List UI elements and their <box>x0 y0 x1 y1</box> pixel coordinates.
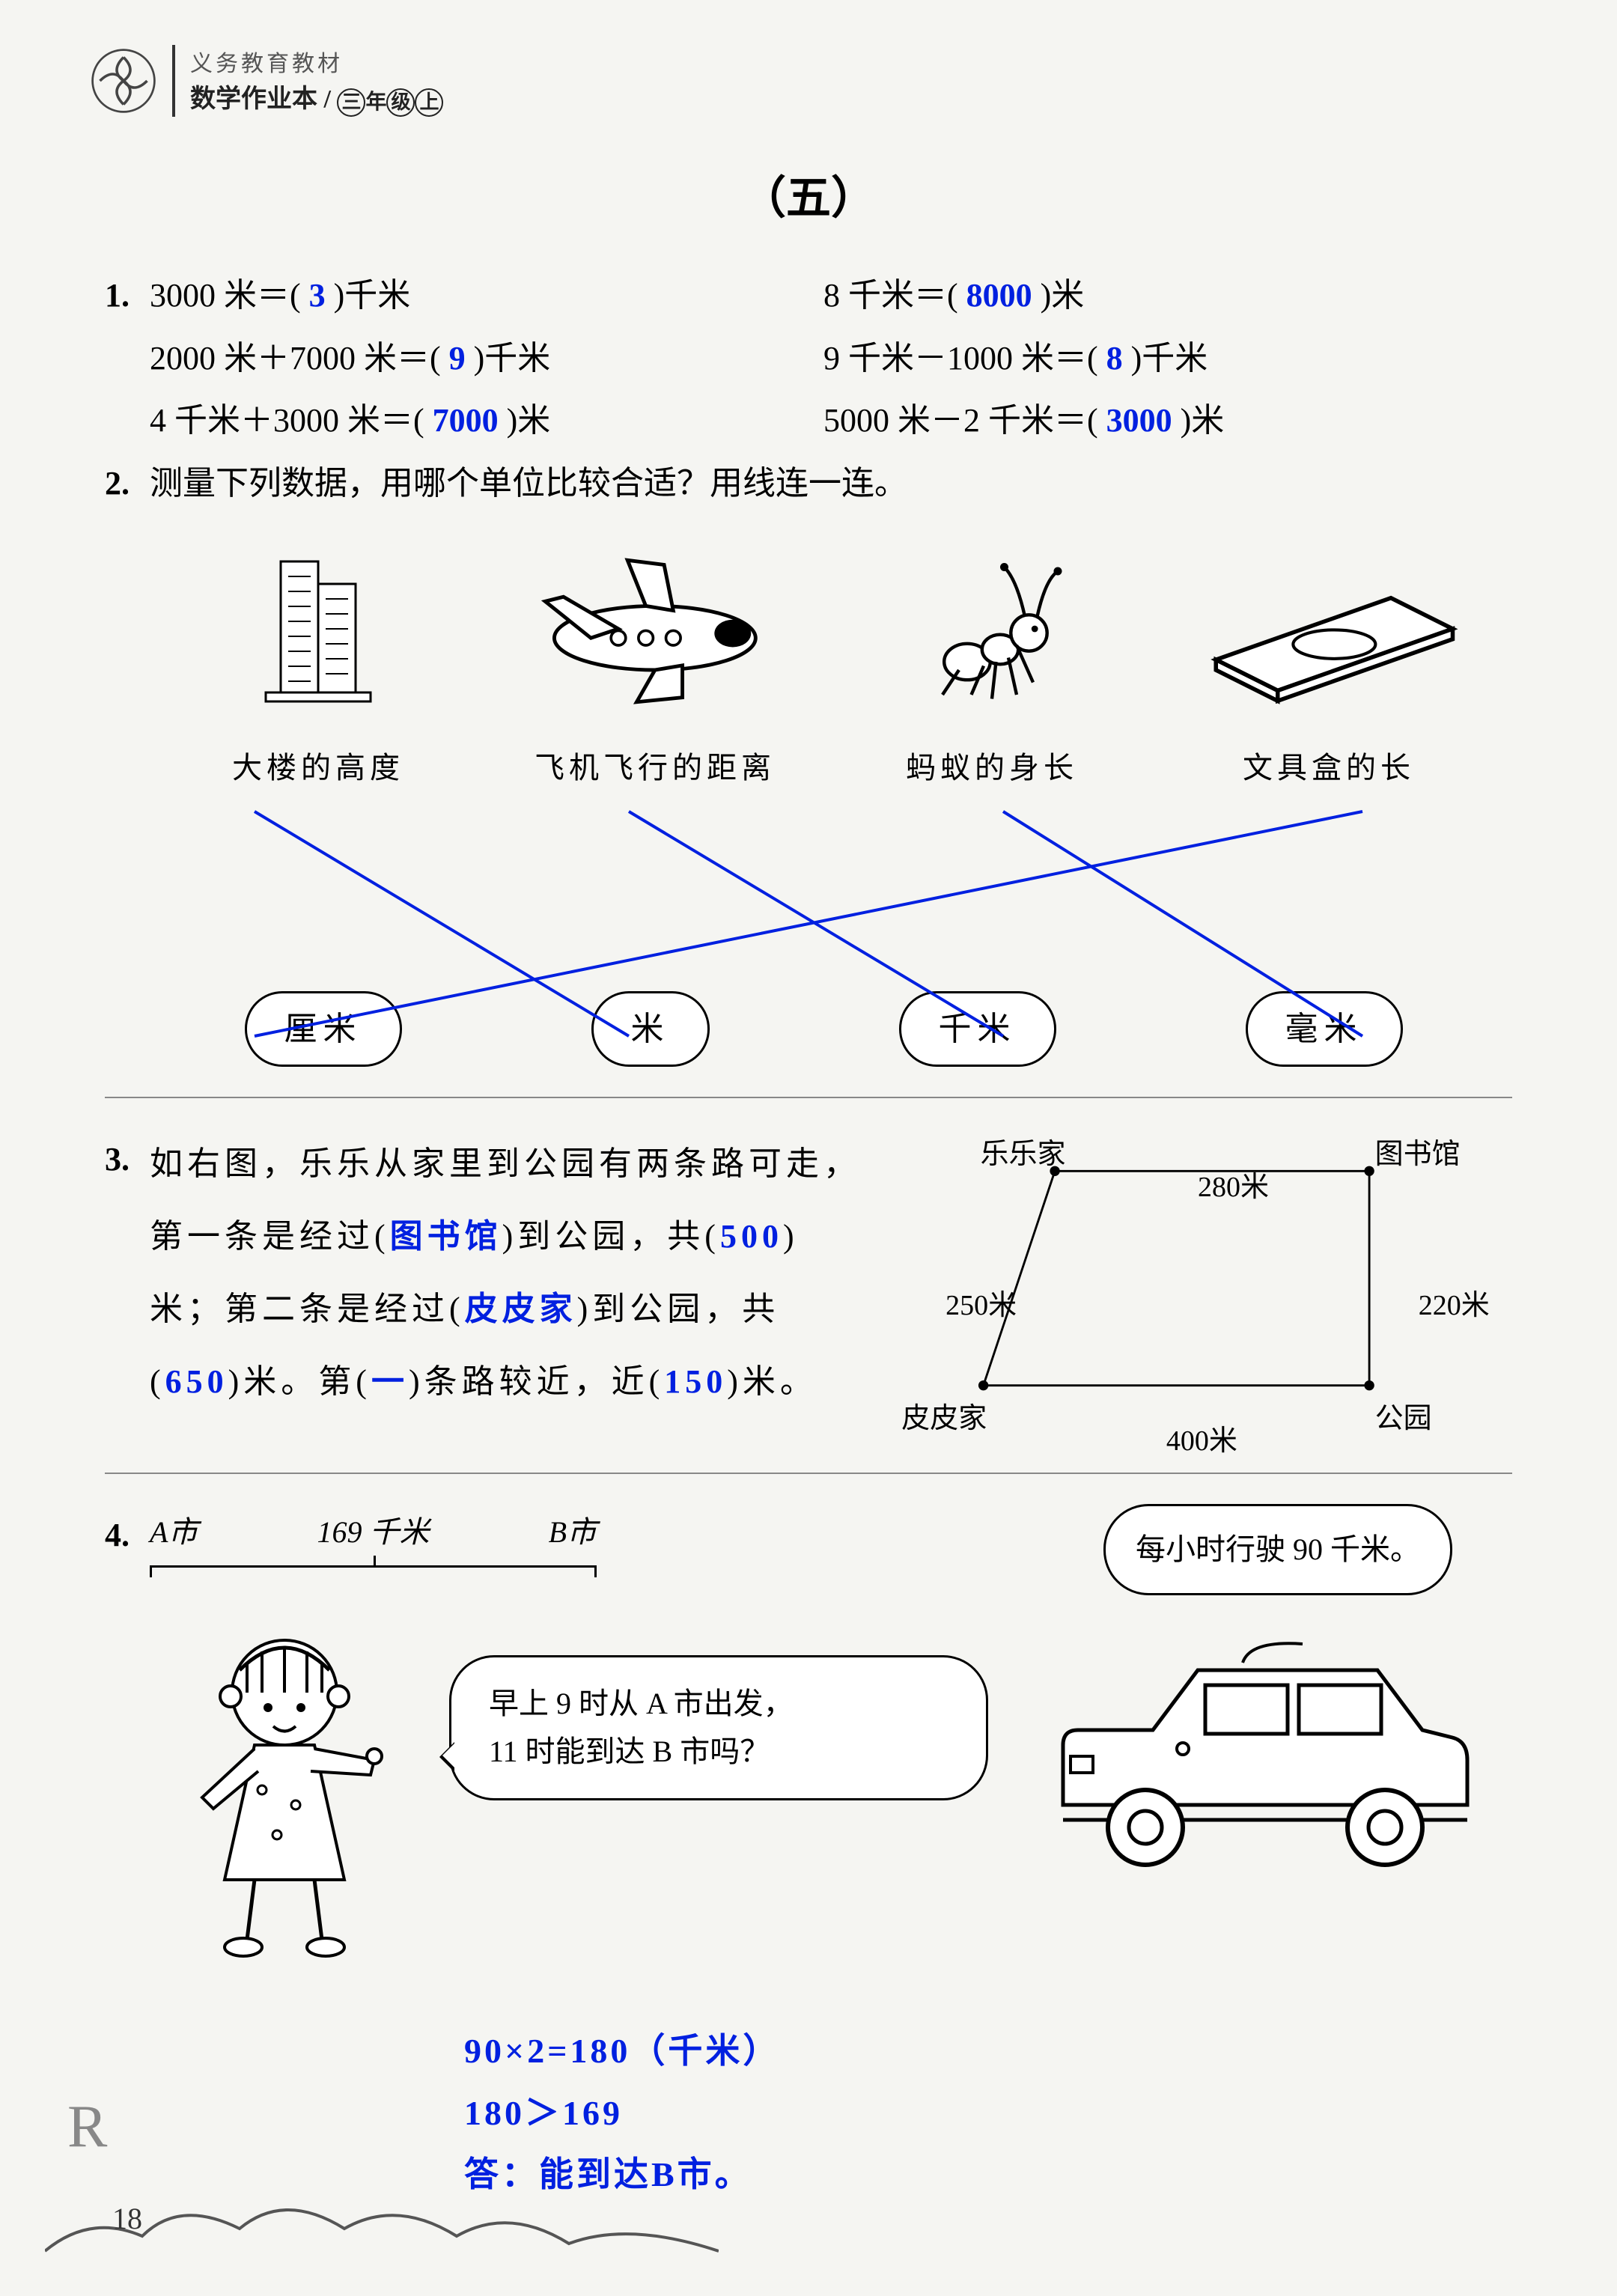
workbook-page: 义务教育教材 数学作业本 / 三年级上 （五） 1. 3000 米＝( 3 )千… <box>60 45 1557 2206</box>
unit-cm: 厘米 <box>245 991 402 1068</box>
q1-row-0: 3000 米＝( 3 )千米 8 千米＝( 8000 )米 <box>150 264 1497 327</box>
pencil-case-icon <box>1181 546 1477 732</box>
publisher-logo <box>90 47 157 115</box>
speed-bubble: 每小时行驶 90 千米。 <box>1103 1504 1452 1595</box>
unit-mm: 毫米 <box>1246 991 1403 1068</box>
section-title: （五） <box>60 162 1557 227</box>
unit-km: 千米 <box>899 991 1056 1068</box>
q2-item-labels: 大楼的高度 飞机飞行的距离 蚂蚁的身长 文具盒的长 <box>150 740 1497 797</box>
header-text: 义务教育教材 数学作业本 / 三年级上 <box>172 45 443 117</box>
question-2: 2. 测量下列数据，用哪个单位比较合适？用线连一连。 <box>60 452 1557 1067</box>
question-1: 1. 3000 米＝( 3 )千米 8 千米＝( 8000 )米 2000 米＋… <box>60 264 1557 452</box>
q4-top-row: A市 169 千米 B市 每小时行驶 90 千米。 <box>150 1504 1497 1595</box>
q1-number: 1. <box>105 264 130 327</box>
q3-number: 3. <box>105 1128 130 1191</box>
question-3: 3. 如右图，乐乐从家里到公园有两条路可走，第一条是经过(图书馆)到公园，共(5… <box>60 1128 1557 1443</box>
q3-text: 如右图，乐乐从家里到公园有两条路可走，第一条是经过(图书馆)到公园，共(500)… <box>150 1128 868 1443</box>
q2-units-row: 厘米 米 千米 毫米 <box>150 991 1497 1068</box>
q2-label-3: 文具盒的长 <box>1181 740 1477 797</box>
unit-m: 米 <box>591 991 710 1068</box>
q2-label-1: 飞机飞行的距离 <box>507 740 803 797</box>
q4-number: 4. <box>105 1504 130 1567</box>
girl-icon <box>150 1610 419 2006</box>
q2-label-0: 大楼的高度 <box>170 740 466 797</box>
q3-diagram: 乐乐家图书馆皮皮家公园280米220米250米400米 <box>898 1128 1497 1443</box>
car-icon <box>1018 1610 1497 1916</box>
divider-1 <box>105 1097 1512 1098</box>
q2-prompt: 测量下列数据，用哪个单位比较合适？用线连一连。 <box>150 465 907 502</box>
question-4: 4. A市 169 千米 B市 每小时行驶 90 千米。 <box>60 1504 1557 2206</box>
header-subtitle: 义务教育教材 <box>190 45 443 78</box>
page-number: 18 <box>112 2201 142 2236</box>
building-icon <box>170 546 466 732</box>
q2-images-row <box>150 538 1497 732</box>
airplane-icon <box>507 546 803 732</box>
cloud-border-icon <box>45 2176 719 2266</box>
question-bubble: 早上 9 时从 A 市出发， 11 时能到达 B 市吗？ <box>449 1655 988 1800</box>
divider-2 <box>105 1473 1512 1474</box>
q2-label-2: 蚂蚁的身长 <box>844 740 1140 797</box>
q4-distance-line: A市 169 千米 B市 <box>150 1504 597 1577</box>
q1-row-1: 2000 米＋7000 米＝( 9 )千米 9 千米－1000 米＝( 8 )千… <box>150 327 1497 390</box>
q2-number: 2. <box>105 452 130 515</box>
page-header: 义务教育教材 数学作业本 / 三年级上 <box>60 45 1557 117</box>
publisher-r-mark: R <box>67 2093 107 2161</box>
header-title: 数学作业本 / 三年级上 <box>190 78 443 117</box>
ant-icon <box>844 546 1140 732</box>
q4-body: 早上 9 时从 A 市出发， 11 时能到达 B 市吗？ <box>150 1610 1497 2006</box>
q1-row-2: 4 千米＋3000 米＝( 7000 )米 5000 米－2 千米＝( 3000… <box>150 389 1497 452</box>
